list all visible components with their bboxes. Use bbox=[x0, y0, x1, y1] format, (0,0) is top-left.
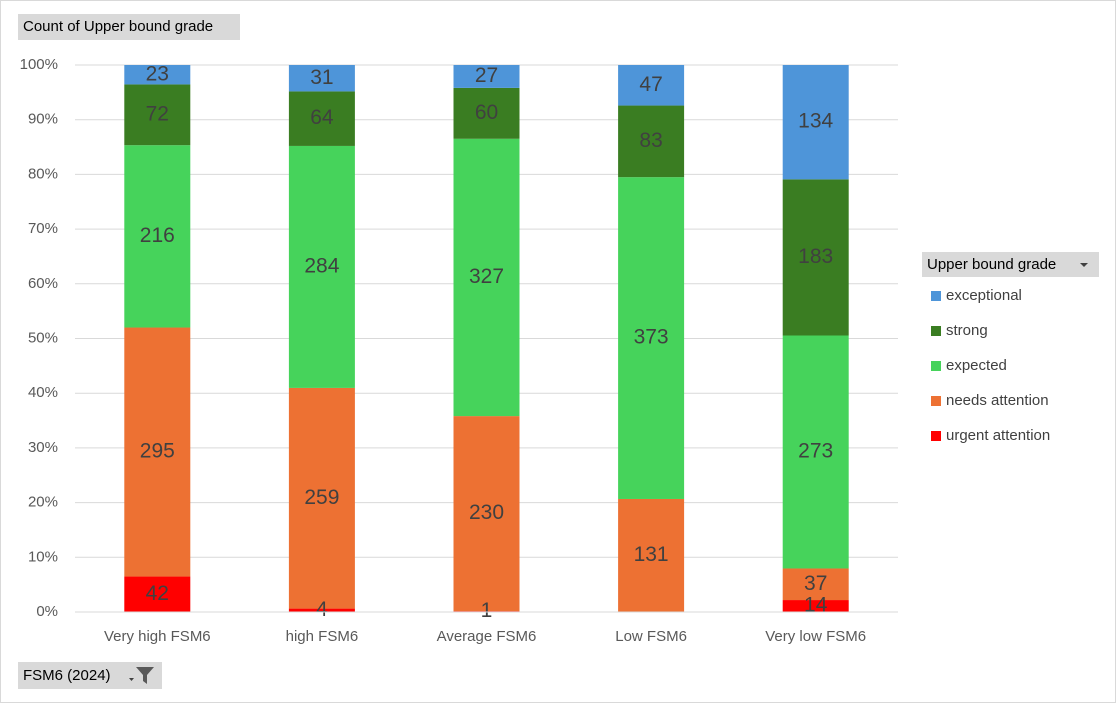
data-label: 60 bbox=[475, 101, 498, 124]
data-label: 327 bbox=[469, 265, 504, 288]
x-tick-label: high FSM6 bbox=[286, 628, 359, 645]
bar-segment bbox=[288, 91, 355, 146]
legend-label: strong bbox=[946, 322, 988, 339]
y-tick-label: 30% bbox=[28, 439, 58, 456]
y-tick-label: 20% bbox=[28, 494, 58, 511]
bar-segment bbox=[618, 177, 685, 499]
data-label: 295 bbox=[140, 440, 175, 463]
legend-swatch bbox=[931, 326, 941, 336]
data-label: 31 bbox=[310, 66, 333, 89]
data-label: 64 bbox=[310, 106, 334, 129]
bar-segment bbox=[782, 568, 849, 601]
bar-segment bbox=[124, 65, 191, 85]
legend-swatch bbox=[931, 291, 941, 301]
bar-segment bbox=[453, 65, 520, 88]
bar-segment bbox=[288, 145, 355, 388]
data-label: 14 bbox=[804, 594, 828, 617]
filter-icon bbox=[136, 667, 154, 684]
value-field-button[interactable] bbox=[18, 14, 240, 40]
bar-segment bbox=[618, 105, 685, 178]
bar-segment bbox=[288, 387, 355, 609]
y-tick-label: 80% bbox=[28, 165, 58, 182]
y-tick-label: 100% bbox=[20, 56, 58, 73]
legend-field-button[interactable] bbox=[922, 252, 1099, 277]
data-label: 216 bbox=[140, 224, 175, 247]
data-label: 47 bbox=[639, 73, 662, 96]
bar-segment bbox=[453, 138, 520, 417]
bar-segment bbox=[453, 87, 520, 139]
y-tick-label: 40% bbox=[28, 384, 58, 401]
bar-segment bbox=[124, 84, 191, 146]
legend-label: needs attention bbox=[946, 392, 1049, 409]
bar-segment bbox=[288, 65, 355, 92]
filter-label: FSM6 (2024) bbox=[23, 667, 111, 684]
data-label: 230 bbox=[469, 501, 504, 524]
data-label: 183 bbox=[798, 245, 833, 268]
chart-title: Count of Upper bound grade bbox=[23, 18, 213, 35]
y-tick-label: 10% bbox=[28, 548, 58, 565]
legend-swatch bbox=[931, 361, 941, 371]
dropdown-arrow bbox=[1080, 263, 1088, 267]
bar-segment bbox=[124, 576, 191, 612]
bar-segment bbox=[124, 327, 191, 577]
bar-segment bbox=[782, 179, 849, 336]
y-tick-label: 70% bbox=[28, 220, 58, 237]
legend-label: expected bbox=[946, 357, 1007, 374]
bar-segment bbox=[124, 145, 191, 328]
data-label: 4 bbox=[316, 598, 328, 621]
legend-label: urgent attention bbox=[946, 427, 1050, 444]
x-tick-label: Very high FSM6 bbox=[104, 628, 211, 645]
legend-swatch bbox=[931, 431, 941, 441]
data-label: 27 bbox=[475, 64, 498, 87]
bar-segment bbox=[288, 608, 355, 612]
x-tick-label: Average FSM6 bbox=[437, 628, 537, 645]
y-tick-label: 60% bbox=[28, 275, 58, 292]
bar-segment bbox=[453, 416, 520, 612]
data-label: 284 bbox=[304, 254, 339, 277]
data-label: 72 bbox=[146, 102, 169, 125]
data-label: 23 bbox=[146, 63, 169, 86]
y-tick-label: 50% bbox=[28, 329, 58, 346]
y-tick-label: 0% bbox=[36, 603, 58, 620]
bar-segment bbox=[782, 335, 849, 569]
data-label: 273 bbox=[798, 440, 833, 463]
bar-segment bbox=[618, 65, 685, 106]
data-label: 37 bbox=[804, 572, 827, 595]
data-label: 1 bbox=[481, 599, 493, 622]
x-tick-label: Low FSM6 bbox=[615, 628, 687, 645]
data-label: 259 bbox=[304, 486, 339, 509]
data-label: 131 bbox=[634, 543, 669, 566]
data-label: 373 bbox=[634, 326, 669, 349]
bar-segment bbox=[782, 600, 849, 612]
legend-swatch bbox=[931, 396, 941, 406]
x-tick-label: Very low FSM6 bbox=[765, 628, 866, 645]
data-label: 134 bbox=[798, 110, 833, 133]
legend-label: exceptional bbox=[946, 287, 1022, 304]
dropdown-arrow bbox=[129, 678, 134, 681]
filter-field-button[interactable] bbox=[18, 662, 162, 689]
data-label: 42 bbox=[146, 582, 169, 605]
bar-segment bbox=[782, 65, 849, 180]
legend-title: Upper bound grade bbox=[927, 256, 1056, 273]
data-label: 83 bbox=[639, 129, 662, 152]
bar-segment bbox=[618, 498, 685, 612]
y-tick-label: 90% bbox=[28, 111, 58, 128]
